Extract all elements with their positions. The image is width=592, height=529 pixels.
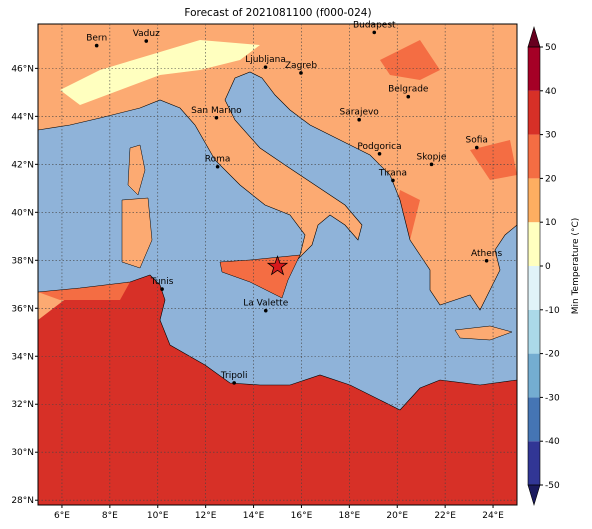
city-marker [474,145,479,150]
colorbar-bin [528,266,540,310]
corsica [127,144,146,196]
colorbar-tick-label: -40 [545,437,560,447]
y-tick-label: 46°N [11,64,34,74]
colorbar-bin [528,353,540,398]
x-tick-label: 24°E [482,511,504,521]
city-marker [214,116,219,120]
colorbar-bin [528,222,540,266]
city-marker [299,71,303,75]
colorbar-tick-label: 10 [545,218,557,228]
x-tick-label: 18°E [339,511,361,521]
city-marker [391,178,395,183]
city-marker [144,39,149,43]
x-tick-label: 20°E [386,511,408,521]
colorbar-bin [528,441,540,485]
colorbar-under [527,484,541,507]
colorbar-tick-label: 20 [545,174,557,184]
colorbar-over [527,25,541,48]
city-label: Podgorica [357,142,401,152]
y-tick-label: 40°N [11,208,34,218]
city-label: Sofia [466,136,488,146]
city-marker [377,151,382,156]
city-marker [357,117,361,122]
city-label: Tripoli [220,371,248,381]
city-label: Skopje [417,152,447,162]
colorbar-bin [528,397,540,442]
colorbar-bin [528,309,540,354]
y-tick-label: 42°N [11,160,34,170]
city-label: Budapest [353,20,396,30]
city-label: Zagreb [285,61,317,71]
city-marker [160,287,164,291]
warm-patch [380,40,517,240]
city-label: Vaduz [133,29,160,39]
city-label: Belgrade [388,85,429,95]
x-tick-label: 6°E [54,511,70,521]
city-marker [484,258,489,263]
x-tick-label: 14°E [243,511,265,521]
map-frame [37,23,518,506]
sardinia [121,197,153,269]
city-label: La Valette [243,299,288,309]
city-label: Tunis [150,277,174,287]
city-marker [94,43,99,48]
alps [60,40,260,105]
colorbar-bin [528,134,540,179]
colorbar-bin [528,47,540,91]
y-tick-label: 44°N [11,112,34,122]
city-label: San Marino [191,106,242,116]
city-marker [215,164,220,169]
y-tick-label: 28°N [11,496,34,506]
y-tick-label: 30°N [11,448,34,458]
city-label: Sarajevo [340,108,380,118]
city-marker [429,162,434,167]
colorbar-tick-label: 30 [545,131,557,141]
city-marker [232,381,236,385]
colorbar-tick-label: -50 [545,481,560,491]
africa-coast [38,282,130,300]
title: Forecast of 2021081100 (f000-024) [184,7,371,19]
y-tick-label: 36°N [11,304,34,314]
colorbar-tick-label: 0 [545,262,551,272]
city-label: Bern [86,34,107,44]
crete [454,325,513,341]
city-marker [406,94,411,99]
city-label: Athens [471,249,502,259]
y-tick-label: 32°N [11,400,34,410]
city-label: Tirana [378,168,407,178]
colorbar-tick-label: -10 [545,306,560,316]
colorbar-bin [528,178,540,223]
colorbar-tick-label: 40 [545,87,557,97]
colorbar-tick-label: -30 [545,393,560,403]
colorbar-label: Min Temperature (°C) [571,218,581,315]
x-tick-label: 16°E [291,511,313,521]
colorbar-tick-label: -20 [545,350,560,360]
city-marker [372,30,377,35]
city-label: Ljubljana [245,55,286,65]
city-marker [263,65,268,69]
y-tick-label: 34°N [11,352,34,362]
x-tick-label: 12°E [195,511,217,521]
x-tick-label: 8°E [102,511,118,521]
y-tick-label: 38°N [11,256,34,266]
x-tick-label: 22°E [434,511,456,521]
city-label: Roma [205,155,231,165]
city-marker [263,308,268,313]
colorbar-bin [528,90,540,135]
colorbar-tick-label: 50 [545,43,557,53]
x-tick-label: 10°E [147,511,169,521]
forecast-star [266,255,289,276]
